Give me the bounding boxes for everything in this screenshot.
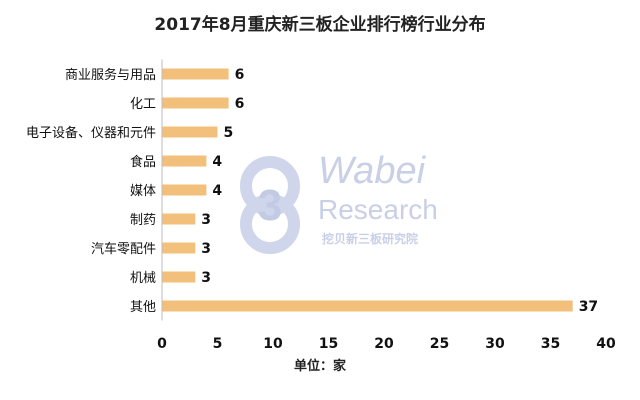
x-tick-label-0: 0 [157,336,167,352]
x-axis-title: 单位：家 [293,359,346,374]
bar-8 [162,300,573,312]
category-label-4: 媒体 [130,184,156,199]
value-label-1: 6 [235,96,245,112]
value-label-0: 6 [235,67,245,83]
category-label-2: 电子设备、仪器和元件 [26,125,156,141]
value-label-4: 4 [212,183,222,199]
x-tick-label-6: 30 [485,336,505,352]
bar-4 [162,184,207,196]
category-label-5: 制药 [130,213,156,228]
bar-6 [162,242,196,254]
category-label-6: 汽车零配件 [91,241,156,257]
category-label-1: 化工 [130,97,156,112]
chart-title: 2017年8月重庆新三板企业排行榜行业分布 [154,15,486,35]
value-label-6: 3 [201,241,211,257]
x-tick-label-7: 35 [541,336,560,352]
bar-1 [162,97,229,109]
x-tick-label-8: 40 [596,336,616,352]
bar-3 [162,155,207,167]
value-label-3: 4 [212,154,222,170]
x-tick-label-5: 25 [430,336,449,352]
category-label-3: 食品 [130,154,156,170]
category-label-7: 机械 [130,271,156,286]
value-label-8: 37 [579,299,598,315]
bar-0 [162,68,229,80]
value-label-5: 3 [201,212,211,228]
x-tick-label-4: 20 [374,336,394,352]
x-tick-label-2: 10 [263,336,283,352]
category-label-0: 商业服务与用品 [65,67,156,83]
value-label-2: 5 [224,125,234,141]
bar-5 [162,213,196,225]
x-tick-label-1: 5 [213,336,223,352]
bar-7 [162,271,196,283]
x-tick-label-3: 15 [319,336,338,352]
bar-2 [162,126,218,138]
category-label-8: 其他 [130,300,156,315]
value-label-7: 3 [201,270,211,286]
